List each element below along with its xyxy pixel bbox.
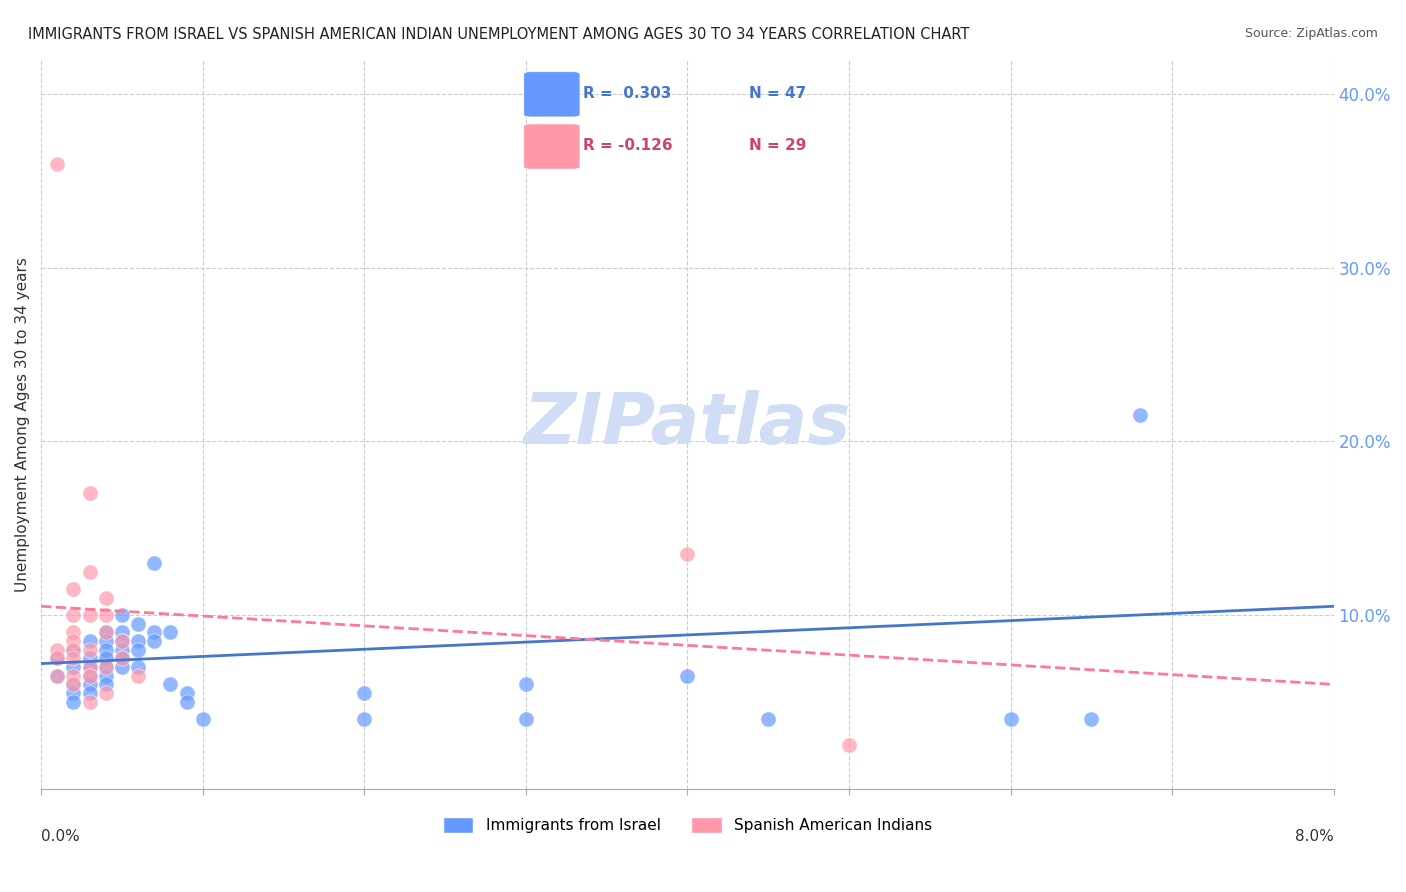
Point	[838, 738, 860, 752]
Point	[1129, 409, 1152, 423]
Point	[515, 677, 537, 691]
Point	[94, 625, 117, 640]
Point	[94, 651, 117, 665]
Point	[94, 660, 117, 674]
Point	[111, 651, 134, 665]
Point	[79, 660, 101, 674]
Legend: Immigrants from Israel, Spanish American Indians: Immigrants from Israel, Spanish American…	[437, 811, 938, 839]
Point	[353, 686, 375, 700]
Point	[94, 677, 117, 691]
Point	[111, 642, 134, 657]
Y-axis label: Unemployment Among Ages 30 to 34 years: Unemployment Among Ages 30 to 34 years	[15, 257, 30, 591]
Point	[111, 634, 134, 648]
Point	[79, 651, 101, 665]
Point	[62, 607, 84, 622]
Point	[46, 651, 69, 665]
Point	[79, 660, 101, 674]
Point	[62, 642, 84, 657]
Point	[94, 642, 117, 657]
Point	[62, 677, 84, 691]
Point	[79, 669, 101, 683]
Point	[79, 686, 101, 700]
Point	[94, 634, 117, 648]
Point	[46, 669, 69, 683]
Point	[127, 616, 149, 631]
Point	[46, 669, 69, 683]
Point	[62, 582, 84, 596]
Point	[159, 677, 181, 691]
Point	[79, 634, 101, 648]
Point	[676, 547, 699, 561]
Point	[111, 607, 134, 622]
Point	[353, 712, 375, 726]
Text: R = -0.126: R = -0.126	[583, 138, 673, 153]
Point	[79, 695, 101, 709]
Point	[94, 660, 117, 674]
Point	[94, 686, 117, 700]
Point	[111, 660, 134, 674]
Point	[111, 634, 134, 648]
Point	[94, 591, 117, 605]
Point	[127, 634, 149, 648]
Point	[79, 669, 101, 683]
FancyBboxPatch shape	[524, 71, 581, 117]
Point	[62, 634, 84, 648]
Point	[176, 686, 198, 700]
Point	[62, 669, 84, 683]
Point	[676, 669, 699, 683]
Point	[62, 625, 84, 640]
Point	[62, 695, 84, 709]
Point	[191, 712, 214, 726]
Point	[1080, 712, 1102, 726]
Point	[143, 625, 166, 640]
Point	[143, 634, 166, 648]
Point	[94, 625, 117, 640]
Point	[127, 669, 149, 683]
Point	[111, 625, 134, 640]
Point	[46, 157, 69, 171]
Point	[515, 712, 537, 726]
Text: 8.0%: 8.0%	[1295, 829, 1334, 844]
Point	[62, 660, 84, 674]
Text: N = 47: N = 47	[749, 87, 806, 102]
Point	[46, 651, 69, 665]
Text: ZIPatlas: ZIPatlas	[523, 390, 851, 458]
Point	[46, 642, 69, 657]
Point	[94, 607, 117, 622]
Text: R =  0.303: R = 0.303	[583, 87, 672, 102]
Point	[127, 660, 149, 674]
Point	[176, 695, 198, 709]
Point	[79, 607, 101, 622]
Point	[111, 651, 134, 665]
Point	[62, 651, 84, 665]
Text: IMMIGRANTS FROM ISRAEL VS SPANISH AMERICAN INDIAN UNEMPLOYMENT AMONG AGES 30 TO : IMMIGRANTS FROM ISRAEL VS SPANISH AMERIC…	[28, 27, 970, 42]
Point	[1000, 712, 1022, 726]
Point	[143, 556, 166, 570]
Text: N = 29: N = 29	[749, 138, 806, 153]
Point	[79, 677, 101, 691]
Text: Source: ZipAtlas.com: Source: ZipAtlas.com	[1244, 27, 1378, 40]
Point	[159, 625, 181, 640]
Point	[79, 486, 101, 500]
Point	[79, 642, 101, 657]
Point	[94, 669, 117, 683]
Point	[62, 677, 84, 691]
Text: 0.0%: 0.0%	[41, 829, 80, 844]
Point	[62, 642, 84, 657]
FancyBboxPatch shape	[524, 124, 581, 169]
Point	[127, 642, 149, 657]
Point	[62, 686, 84, 700]
Point	[756, 712, 779, 726]
Point	[79, 565, 101, 579]
